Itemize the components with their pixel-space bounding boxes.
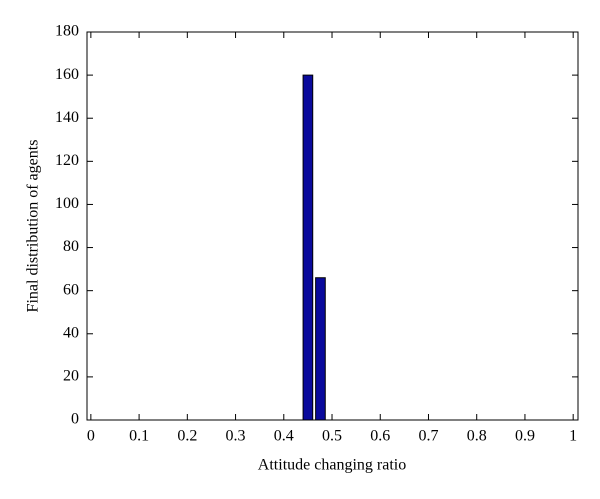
- bar: [315, 277, 326, 421]
- x-tick-label: 0.9: [515, 428, 535, 445]
- x-tick-label: 0.3: [226, 428, 246, 445]
- x-tick-label: 0.7: [418, 428, 438, 445]
- y-tick-label: 160: [55, 66, 79, 83]
- y-tick-label: 20: [63, 368, 79, 385]
- x-tick-label: 0.5: [322, 428, 342, 445]
- x-tick-label: 0: [87, 428, 95, 445]
- y-tick-label: 140: [55, 109, 79, 126]
- x-tick-label: 0.2: [177, 428, 197, 445]
- x-tick-label: 0.6: [370, 428, 390, 445]
- y-tick-label: 120: [55, 152, 79, 169]
- plot-frame: [86, 31, 579, 421]
- x-tick-label: 1: [569, 428, 577, 445]
- bar: [302, 74, 314, 421]
- y-tick-label: 80: [63, 238, 79, 255]
- x-tick-label: 0.4: [274, 428, 294, 445]
- y-tick-label: 100: [55, 195, 79, 212]
- y-tick-label: 180: [55, 23, 79, 40]
- y-axis-label: Final distribution of agents: [25, 140, 42, 313]
- x-tick-label: 0.1: [129, 428, 149, 445]
- y-tick-label: 0: [71, 411, 79, 428]
- y-tick-label: 60: [63, 281, 79, 298]
- x-tick-label: 0.8: [467, 428, 487, 445]
- y-tick-label: 40: [63, 324, 79, 341]
- x-axis-label: Attitude changing ratio: [258, 457, 406, 474]
